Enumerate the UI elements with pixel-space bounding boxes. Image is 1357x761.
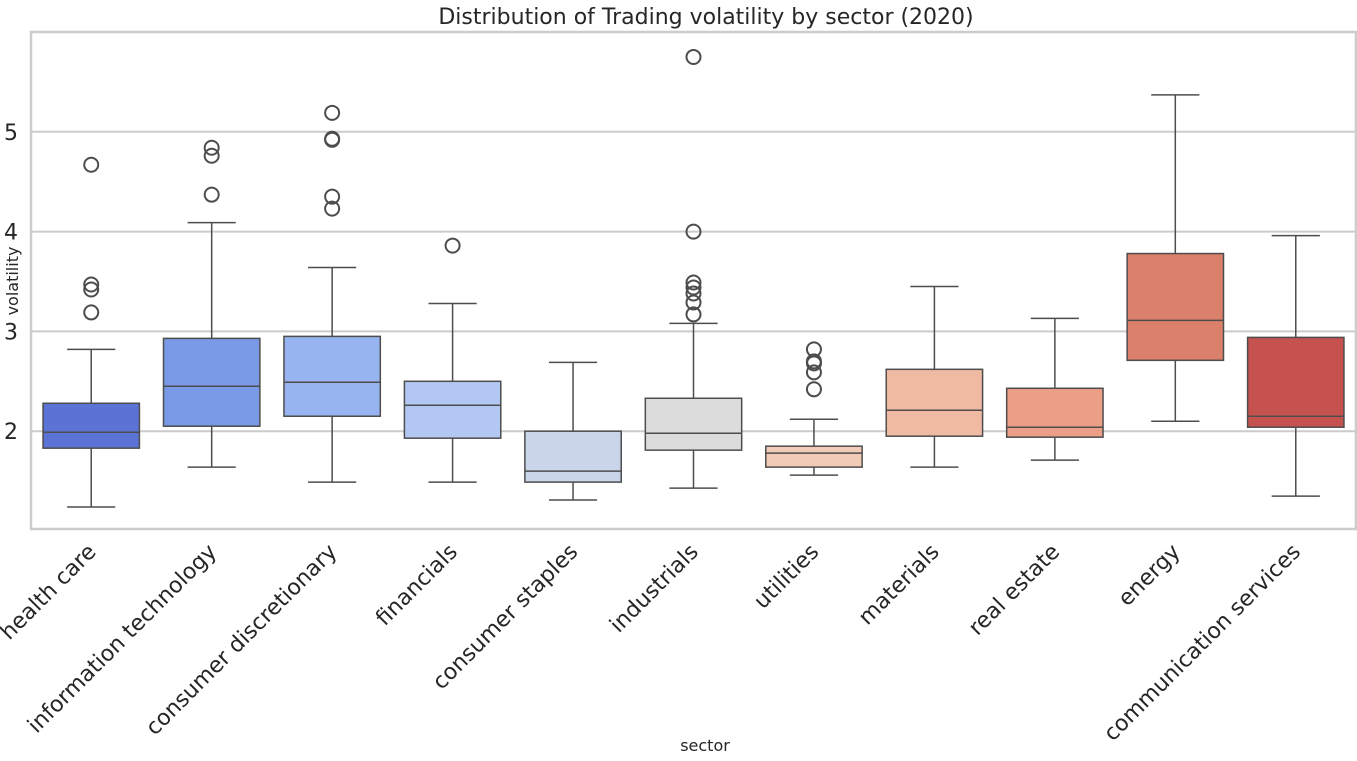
y-tick-label: 4 (4, 221, 18, 246)
outlier-point (324, 188, 341, 205)
outlier-point (685, 223, 702, 240)
outlier-point (203, 139, 220, 156)
box-iqr (162, 337, 261, 427)
box-iqr (524, 430, 622, 483)
box-iqr (1126, 252, 1225, 362)
outlier-point (685, 274, 702, 291)
x-tick-label: energy (1114, 540, 1186, 612)
outlier-point (324, 104, 341, 121)
box-iqr (283, 335, 382, 417)
x-tick-label: industrials (605, 540, 703, 638)
outlier-point (324, 131, 341, 148)
x-tick-label: utilities (749, 540, 824, 615)
box-iqr (644, 397, 743, 451)
plot-frame (29, 30, 1357, 531)
outlier-point (203, 147, 220, 164)
outlier-point (83, 281, 100, 298)
box-group (1246, 234, 1345, 497)
box-group (162, 139, 261, 468)
x-tick-label: real estate (964, 540, 1065, 641)
x-tick-label: materials (854, 540, 945, 631)
box-iqr (765, 445, 863, 468)
y-axis-label: volatility (3, 247, 22, 316)
box-series (42, 48, 1345, 508)
box-group (42, 156, 141, 508)
outlier-point (685, 306, 702, 323)
outlier-point (805, 364, 822, 381)
outlier-point (805, 355, 822, 372)
outlier-point (685, 48, 702, 65)
box-group (765, 341, 863, 476)
outlier-point (685, 294, 702, 311)
box-iqr (1005, 387, 1104, 438)
box-group (403, 237, 502, 483)
y-tick-labels: 2 3 4 5 (4, 121, 18, 445)
outlier-point (805, 381, 822, 398)
box-group (885, 285, 984, 468)
box-group (1005, 317, 1104, 461)
x-tick-label: consumer discretionary (141, 540, 342, 741)
y-tick-label: 2 (4, 420, 18, 445)
box-group (1126, 94, 1225, 422)
chart-title: Distribution of Trading volatility by se… (438, 5, 973, 30)
x-axis-label: sector (680, 736, 730, 755)
outlier-point (83, 156, 100, 173)
box-group (283, 104, 382, 483)
box-group (644, 48, 743, 489)
y-tick-label: 3 (4, 320, 18, 345)
outlier-point (203, 186, 220, 203)
box-iqr (42, 402, 141, 449)
outlier-point (324, 200, 341, 217)
outlier-point (685, 285, 702, 302)
x-tick-label: communication services (1099, 540, 1306, 747)
outlier-point (444, 237, 461, 254)
box-iqr (885, 368, 984, 437)
box-iqr (403, 380, 502, 439)
box-iqr (1246, 336, 1345, 428)
outlier-point (83, 304, 100, 321)
box-group (524, 361, 622, 501)
outlier-point (83, 276, 100, 293)
y-tick-label: 5 (4, 121, 18, 146)
x-tick-label: financials (371, 540, 463, 632)
x-tick-label: health care (0, 540, 101, 646)
